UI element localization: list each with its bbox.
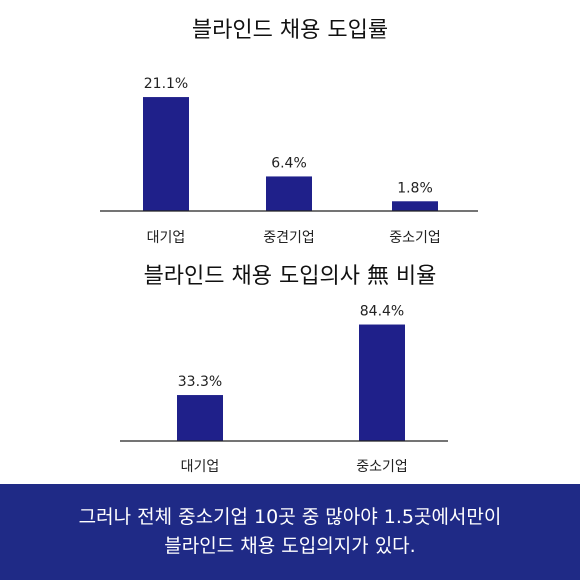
- chart1-bar-1: [143, 97, 189, 211]
- banner-line-1: 그러나 전체 중소기업 10곳 중 많아야 1.5곳에서만이: [78, 506, 502, 528]
- chart1: 21.1% 대기업 6.4% 중견기업 1.8% 중소기업: [0, 50, 580, 250]
- chart1-svg: 21.1% 대기업 6.4% 중견기업 1.8% 중소기업: [100, 76, 478, 246]
- chart2-title: 블라인드 채용 도입의사 無 비율: [143, 264, 437, 289]
- banner-line-2: 블라인드 채용 도입의지가 있다.: [164, 535, 416, 557]
- chart2-bar-2: [359, 324, 405, 441]
- chart2-value-label-1: 33.3%: [178, 374, 222, 390]
- chart2: 33.3% 대기업 84.4% 중소기업: [0, 296, 580, 476]
- chart1-value-label-1: 21.1%: [144, 76, 188, 92]
- chart2-bar-1: [177, 395, 223, 441]
- summary-banner: 그러나 전체 중소기업 10곳 중 많아야 1.5곳에서만이 블라인드 채용 도…: [0, 484, 580, 580]
- chart1-category-label-2: 중견기업: [263, 230, 315, 246]
- chart2-category-label-1: 대기업: [181, 459, 220, 475]
- chart2-value-label-2: 84.4%: [360, 304, 404, 320]
- chart1-title: 블라인드 채용 도입률: [191, 18, 389, 43]
- chart1-category-label-3: 중소기업: [389, 230, 441, 246]
- chart1-value-label-3: 1.8%: [397, 180, 433, 196]
- chart1-bar-2: [266, 176, 312, 211]
- chart1-value-label-2: 6.4%: [271, 155, 307, 171]
- chart2-svg: 33.3% 대기업 84.4% 중소기업: [120, 304, 448, 475]
- chart2-category-label-2: 중소기업: [356, 459, 408, 475]
- chart1-bar-3: [392, 201, 438, 211]
- chart1-category-label-1: 대기업: [147, 230, 186, 246]
